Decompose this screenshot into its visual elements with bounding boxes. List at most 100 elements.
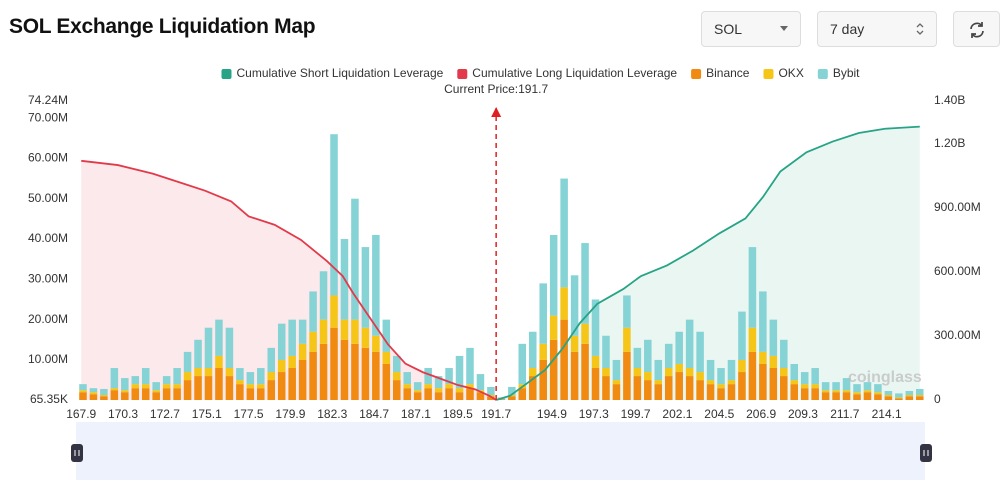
x-tick-label: 172.7 <box>150 407 180 421</box>
bar-segment <box>455 392 464 400</box>
bar-segment <box>361 247 370 328</box>
zoom-slider[interactable] <box>76 422 925 480</box>
bar-segment <box>800 388 809 400</box>
refresh-button[interactable] <box>953 11 1000 47</box>
bar-segment <box>361 327 370 348</box>
bar-segment <box>821 392 830 400</box>
legend-item[interactable]: Bybit <box>817 66 860 80</box>
bar-segment <box>424 384 432 389</box>
slider-handle-left[interactable] <box>71 444 83 462</box>
bar-segment <box>916 388 924 396</box>
bar-segment <box>225 368 234 377</box>
dropdown-caret <box>780 26 788 31</box>
bar-segment <box>664 376 673 400</box>
bar-segment <box>152 382 160 391</box>
bar-segment <box>602 376 610 400</box>
x-tick-label: 202.1 <box>662 407 692 421</box>
bar-segment <box>89 394 98 400</box>
bar-segment <box>183 372 192 381</box>
x-tick-label: 206.9 <box>746 407 776 421</box>
bar-segment <box>277 323 286 360</box>
bar-segment <box>664 343 673 369</box>
bar-segment <box>466 384 474 389</box>
range-select[interactable]: 7 day <box>817 11 937 47</box>
x-tick-label: 177.5 <box>234 407 264 421</box>
bar-segment <box>257 384 265 389</box>
bar-segment <box>790 384 799 400</box>
legend-item[interactable]: Cumulative Short Liquidation Leverage <box>221 66 444 80</box>
bar-segment <box>267 372 276 381</box>
x-tick-label: 175.1 <box>192 407 222 421</box>
legend-label: Cumulative Short Liquidation Leverage <box>236 66 443 80</box>
bar-segment <box>811 388 819 400</box>
bar-segment <box>560 287 568 320</box>
x-tick-label: 170.3 <box>108 407 138 421</box>
watermark: coinglass <box>848 369 922 386</box>
bar-segment <box>309 351 317 400</box>
bar-segment <box>121 390 129 393</box>
y2-tick-label: 600.00M <box>934 264 981 278</box>
bar-segment <box>110 388 119 391</box>
legend-item[interactable]: Binance <box>691 66 750 80</box>
bar-segment <box>413 392 422 400</box>
bar-segment <box>508 395 516 397</box>
bar-segment <box>152 390 160 393</box>
bar-segment <box>288 368 296 400</box>
bar-segment <box>246 372 255 385</box>
bar-segment <box>194 368 202 377</box>
x-tick-label: 211.7 <box>830 407 859 421</box>
bar-segment <box>664 368 673 377</box>
bar-segment <box>623 295 631 328</box>
bar-segment <box>895 397 903 399</box>
x-tick-label: 204.5 <box>704 407 734 421</box>
x-tick-label: 199.7 <box>621 407 651 421</box>
bar-segment <box>644 380 652 400</box>
legend-swatch <box>817 69 828 79</box>
bar-segment <box>257 368 265 385</box>
bar-segment <box>476 392 485 400</box>
bar-segment <box>612 380 621 385</box>
x-tick-label: 182.3 <box>317 407 347 421</box>
bar-segment <box>644 372 652 381</box>
bar-segment <box>173 384 181 389</box>
x-tick-label: 214.1 <box>872 407 902 421</box>
bar-segment <box>372 234 380 336</box>
legend-label: Binance <box>706 66 750 80</box>
bar-segment <box>800 372 809 385</box>
bar-segment <box>717 384 725 389</box>
bar-segment <box>539 343 547 360</box>
legend-swatch <box>457 69 468 79</box>
bar-segment <box>738 359 746 373</box>
bar-segment <box>131 388 140 400</box>
symbol-select[interactable]: SOL <box>701 11 801 47</box>
bar-segment <box>853 392 861 395</box>
bar-segment <box>225 327 234 369</box>
bar-segment <box>800 384 809 389</box>
bar-segment <box>842 378 851 391</box>
legend-item[interactable]: OKX <box>763 66 804 80</box>
bar-segment <box>685 368 694 377</box>
x-tick-label: 209.3 <box>788 407 818 421</box>
x-tick-label: 197.3 <box>579 407 609 421</box>
x-tick-label: 184.7 <box>359 407 389 421</box>
legend-item[interactable]: Cumulative Long Liquidation Leverage <box>457 66 677 80</box>
bar-segment <box>790 363 799 381</box>
refresh-icon <box>970 22 984 38</box>
y-tick-label: 65.35K <box>30 392 68 406</box>
bar-segment <box>560 319 568 400</box>
slider-handle-right[interactable] <box>920 444 932 462</box>
bar-segment <box>204 368 213 377</box>
bar-segment <box>330 327 338 400</box>
y-tick-label: 60.00M <box>28 151 68 165</box>
bar-segment <box>141 388 150 400</box>
bar-segment <box>173 388 181 400</box>
bar-segment <box>309 291 317 332</box>
bar-segment <box>372 351 380 400</box>
bar-segment <box>162 384 171 389</box>
bar-segment <box>654 384 663 400</box>
bar-segment <box>811 384 819 389</box>
bar-segment <box>403 384 411 389</box>
bar-segment <box>895 393 903 398</box>
